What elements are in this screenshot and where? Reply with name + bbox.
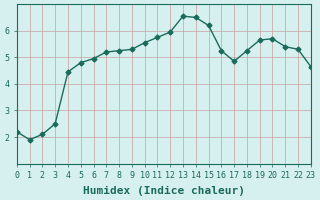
X-axis label: Humidex (Indice chaleur): Humidex (Indice chaleur): [83, 186, 245, 196]
